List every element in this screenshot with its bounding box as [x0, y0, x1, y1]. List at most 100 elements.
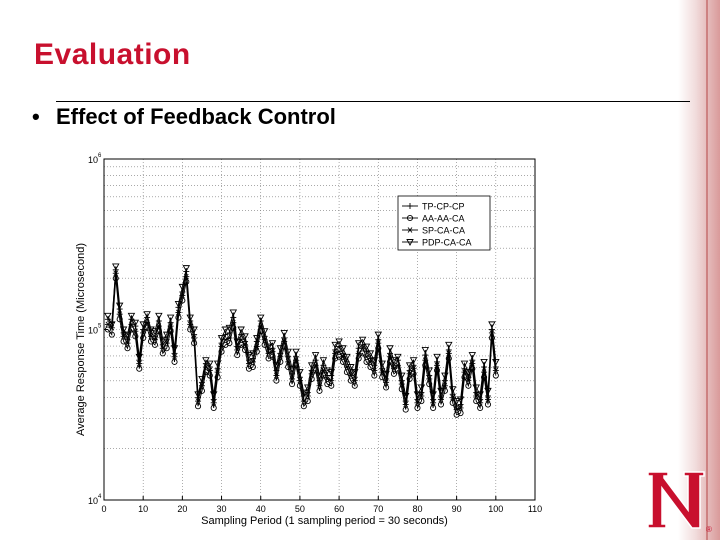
y-tick-label: 10 — [88, 496, 98, 506]
pdp-ca-ca-point — [135, 353, 144, 361]
aa-aa-ca-point — [198, 387, 206, 394]
sp-ca-ca-point — [289, 376, 296, 382]
sp-ca-ca-point — [148, 333, 155, 340]
x-tick-label: 20 — [177, 504, 187, 514]
aa-aa-ca-point — [194, 403, 202, 410]
sp-ca-ca-point — [163, 340, 170, 346]
sp-ca-ca-point — [414, 400, 421, 406]
x-tick-label: 10 — [138, 504, 148, 514]
series-line-tp-cp-cp — [107, 269, 497, 407]
pdp-ca-ca-point — [194, 391, 202, 399]
sp-ca-ca-point — [171, 353, 178, 360]
aa-aa-ca-point — [144, 324, 151, 331]
pdp-ca-ca-point — [166, 314, 175, 322]
aa-aa-ca-point — [437, 401, 445, 408]
pdp-ca-ca-point — [366, 350, 375, 358]
chart-legend: TP-CP-CP AA-AA-CA SP-CA-CA PDP-CA-CA — [397, 195, 491, 251]
legend-label: TP-CP-CP — [422, 202, 465, 212]
aa-aa-ca-point — [289, 381, 296, 388]
x-tick-label: 0 — [101, 504, 106, 514]
aa-aa-ca-point — [277, 358, 284, 365]
sp-ca-ca-point — [441, 382, 448, 389]
pdp-ca-ca-point — [233, 338, 241, 346]
pdp-ca-ca-point — [111, 263, 120, 271]
x-axis-label: Sampling Period (1 sampling period = 30 … — [201, 515, 448, 527]
sp-ca-ca-point — [402, 401, 409, 408]
aa-aa-ca-point — [136, 365, 143, 372]
aa-aa-ca-point — [151, 341, 158, 348]
logo-registered-mark: ® — [706, 525, 712, 534]
sp-ca-ca-point — [465, 377, 472, 384]
pdp-ca-ca-point — [217, 335, 226, 342]
pdp-ca-ca-point — [413, 391, 422, 399]
sp-ca-ca-point — [304, 393, 311, 399]
pdp-ca-ca-point — [421, 347, 430, 354]
aa-aa-ca-point — [383, 384, 390, 391]
band-stripe — [706, 0, 708, 540]
y-tick-label: 10 — [88, 326, 98, 336]
pdp-ca-ca-point — [335, 338, 343, 346]
pdp-ca-ca-point — [394, 353, 402, 361]
sp-ca-ca-point — [347, 372, 354, 379]
aa-aa-ca-point — [273, 377, 280, 384]
pdp-ca-ca-point — [198, 375, 206, 383]
sp-ca-ca-point — [383, 379, 390, 386]
pdp-ca-ca-point — [460, 360, 469, 368]
pdp-ca-ca-point — [288, 365, 296, 373]
x-tick-label: 50 — [295, 504, 305, 514]
pdp-ca-ca-point — [358, 336, 367, 344]
sp-ca-ca-point — [437, 396, 444, 403]
pdp-ca-ca-point — [448, 386, 457, 394]
pdp-ca-ca-point — [382, 370, 390, 378]
x-tick-label: 90 — [452, 504, 462, 514]
pdp-ca-ca-point — [284, 348, 292, 356]
x-tick-label: 70 — [373, 504, 383, 514]
pdp-ca-ca-point — [249, 350, 257, 358]
pdp-ca-ca-point — [178, 283, 187, 291]
pdp-ca-ca-point — [456, 396, 465, 404]
y-axis-label: Average Response Time (Microsecond) — [75, 243, 87, 436]
pdp-ca-ca-point — [425, 367, 433, 375]
aa-aa-ca-point — [477, 404, 484, 411]
pdp-ca-ca-point — [354, 340, 363, 348]
sp-ca-ca-point — [379, 369, 386, 375]
pdp-ca-ca-point — [445, 341, 453, 349]
aa-aa-ca-point — [234, 352, 241, 359]
pdp-ca-ca-point — [245, 352, 253, 360]
pdp-ca-ca-point — [441, 372, 449, 380]
pdp-ca-ca-point — [225, 324, 234, 332]
sp-ca-ca-point — [390, 365, 397, 372]
pdp-ca-ca-point — [182, 265, 191, 273]
pdp-ca-ca-point — [488, 321, 496, 329]
aa-aa-ca-point — [484, 401, 492, 408]
pdp-ca-ca-point — [213, 360, 222, 368]
aa-aa-ca-point — [390, 370, 397, 377]
pdp-ca-ca-point — [139, 321, 147, 329]
pdp-ca-ca-point — [339, 345, 347, 353]
aa-aa-ca-point — [249, 363, 256, 371]
series-group — [104, 263, 500, 418]
pdp-ca-ca-point — [237, 326, 245, 334]
pdp-ca-ca-point — [480, 358, 488, 366]
pdp-ca-ca-point — [452, 398, 461, 406]
aa-aa-ca-point — [261, 341, 268, 348]
pdp-ca-ca-point — [311, 352, 320, 360]
x-tick-label: 40 — [256, 504, 266, 514]
title-underline — [56, 101, 690, 102]
pdp-ca-ca-point — [492, 358, 500, 366]
pdp-ca-ca-point — [159, 336, 167, 344]
sp-ca-ca-point — [351, 377, 358, 384]
legend-aa-aa-ca-point — [406, 214, 414, 222]
pdp-ca-ca-point — [174, 300, 183, 308]
pdp-ca-ca-point — [347, 364, 355, 371]
pdp-ca-ca-point — [268, 340, 277, 348]
pdp-ca-ca-point — [331, 341, 339, 349]
pdp-ca-ca-point — [115, 302, 124, 310]
x-tick-label: 110 — [528, 504, 542, 514]
sp-ca-ca-point — [477, 400, 484, 406]
pdp-ca-ca-point — [170, 345, 179, 353]
pdp-ca-ca-point — [131, 319, 140, 327]
bullet-dot-icon: • — [32, 104, 40, 129]
